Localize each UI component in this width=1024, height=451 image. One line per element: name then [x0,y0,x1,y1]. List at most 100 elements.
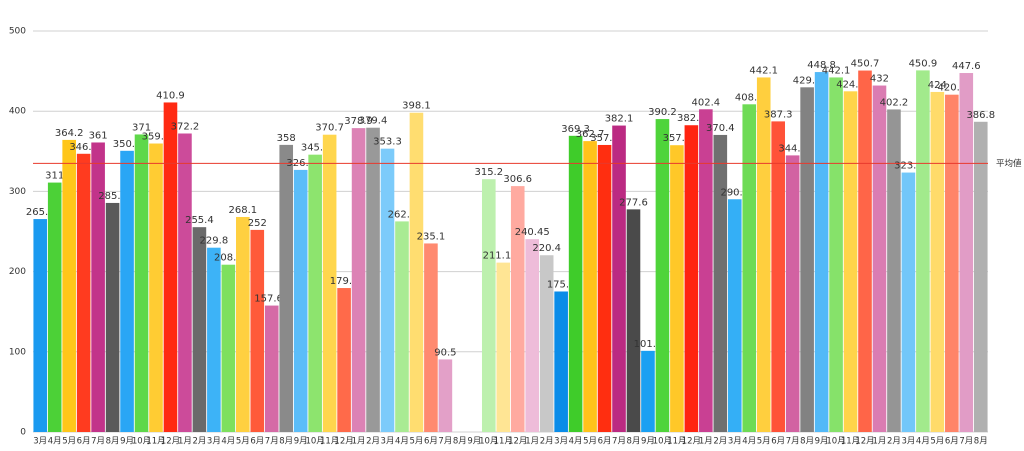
x-tick-label: 11月 [146,437,165,447]
bar [409,112,424,432]
x-tick-label: 7月 [91,437,105,447]
value-label: 386.8 [966,110,995,121]
x-tick-label: 5月 [757,437,771,447]
x-tick-label: 3月 [728,437,742,447]
value-label: 408.6 [735,92,764,103]
x-tick-label: 5月 [930,437,944,447]
x-tick-label: 10月 [479,437,498,447]
value-label: 358 [277,133,296,144]
x-tick-label: 3月 [207,437,221,447]
value-label: 290.2 [720,187,749,198]
bar [699,109,713,432]
value-label: 387.3 [764,109,793,120]
bar [395,221,409,432]
x-tick-label: 7月 [438,437,452,447]
bar [539,255,554,432]
value-label: 90.5 [434,347,456,358]
value-label: 442.1 [749,65,778,76]
bar [33,219,48,432]
value-label: 369.3 [561,124,590,135]
value-label: 157.65 [254,294,289,305]
y-tick-label: 300 [9,187,26,197]
x-tick-label: 8月 [279,437,293,447]
bar [279,144,294,432]
x-tick-label: 6月 [250,437,264,447]
bar [843,91,858,433]
value-label: 265.5 [26,207,55,218]
value-label: 211.195 [483,251,524,262]
x-tick-label: 1月 [525,437,539,447]
value-label: 268.1 [228,205,257,216]
value-label: 402.4 [692,97,721,108]
value-label: 179.5 [330,276,359,287]
bar [568,135,583,432]
value-label: 353.3 [373,137,402,148]
y-tick-label: 200 [9,267,26,277]
bar [814,72,829,432]
bar [858,70,872,432]
value-label: 390.2 [648,107,677,118]
bar [713,134,728,432]
value-label: 361 [89,130,108,141]
bar [47,182,62,432]
bar [76,153,91,432]
value-label: 450.9 [909,58,938,69]
bar [887,109,901,432]
x-tick-label: 7月 [786,437,800,447]
value-label: 357.6 [663,133,692,144]
bar [149,143,163,432]
x-tick-label: 4月 [395,437,409,447]
bar [163,102,178,433]
bar [250,229,265,432]
x-tick-label: 8月 [106,437,120,447]
x-tick-label: 12月 [161,437,180,447]
value-label: 410.9 [156,90,185,101]
bar [829,77,843,433]
bar [496,262,511,432]
x-tick-label: 8月 [453,437,467,447]
bar [959,73,974,432]
x-tick-label: 10月 [132,437,151,447]
bar [510,186,525,432]
y-tick-label: 500 [9,27,26,37]
x-tick-label: 12月 [855,437,874,447]
value-label: 424 [928,80,947,91]
bar [192,227,207,432]
x-tick-label: 4月 [48,437,62,447]
x-tick-label: 6月 [945,437,959,447]
value-label: 357.9 [590,133,619,144]
x-tick-label: 9月 [467,437,481,447]
value-label: 372.2 [171,121,200,132]
value-label: 240.45 [515,227,550,238]
x-tick-label: 4月 [221,437,235,447]
x-tick-label: 3月 [901,437,915,447]
value-label: 101.2 [634,339,663,350]
value-label: 448.8 [807,60,836,71]
value-label: 220.4 [532,243,561,254]
x-tick-label: 4月 [916,437,930,447]
x-tick-label: 9月 [120,437,134,447]
value-label: 323.5 [894,161,923,172]
value-label: 277.6 [619,197,648,208]
x-tick-label: 8月 [974,437,988,447]
value-label: 371 [132,122,151,133]
value-label: 364.2 [55,128,84,139]
y-tick-label: 100 [9,347,26,357]
bar [221,264,236,432]
y-tick-label: 0 [20,428,26,438]
bar [424,243,438,432]
x-tick-label: 10月 [653,437,672,447]
bar [62,139,76,432]
bar [351,128,366,432]
bar [800,87,814,432]
bar [597,144,612,432]
bar [380,148,395,433]
bar [481,179,496,432]
x-tick-label: 8月 [627,437,641,447]
x-tick-label: 4月 [742,437,756,447]
value-label: 235.1 [417,231,446,242]
bar [207,247,221,432]
value-label: 370.4 [706,123,735,134]
bar [105,202,120,432]
